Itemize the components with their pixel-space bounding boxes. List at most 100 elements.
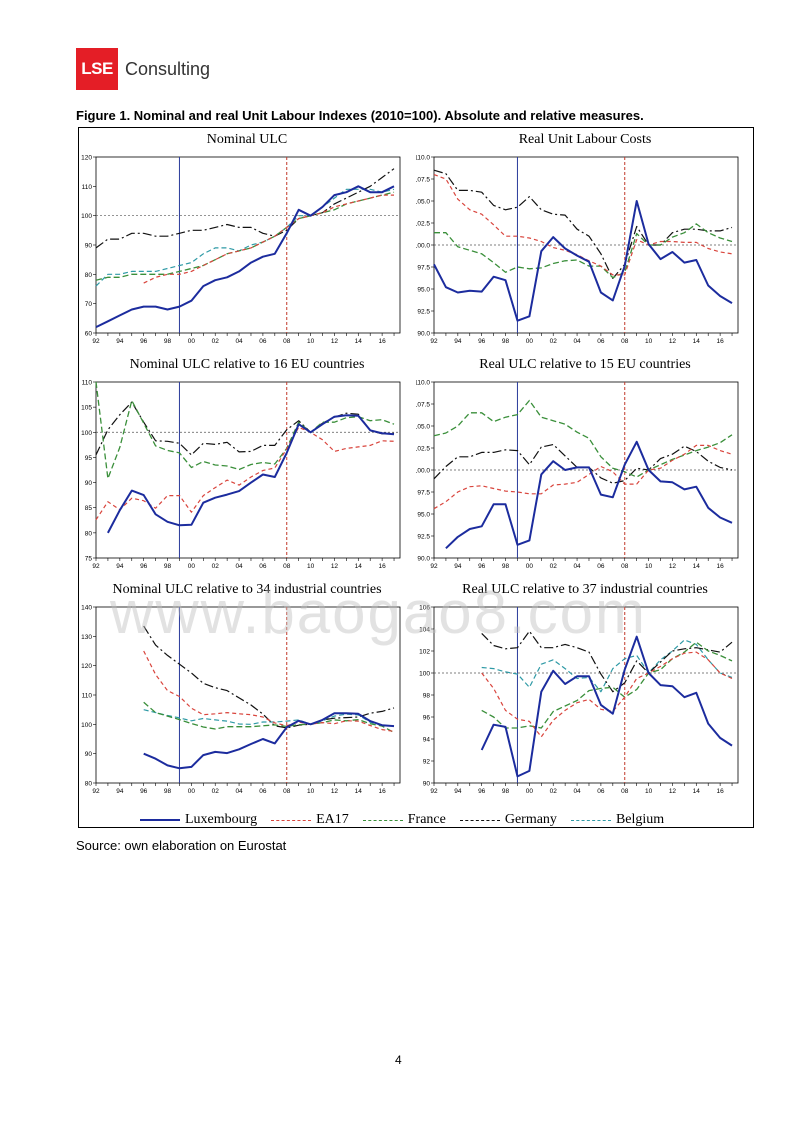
y-tick-label: 92.5	[417, 534, 430, 541]
y-tick-label: 105.0	[416, 424, 430, 431]
legend-label-france: France	[407, 812, 446, 827]
y-tick-label: 90	[85, 243, 93, 250]
series-line-germany	[95, 401, 395, 456]
x-tick-label: 10	[645, 788, 653, 795]
series-line-germany	[95, 168, 395, 249]
x-tick-label: 00	[526, 563, 534, 570]
x-tick-label: 14	[693, 563, 701, 570]
legend-swatch-luxembourg	[140, 819, 180, 821]
legend-swatch-belgium	[570, 819, 611, 821]
x-tick-label: 94	[116, 563, 124, 570]
chart-title: Real ULC relative to 37 industrial count…	[462, 582, 708, 597]
x-tick-label: 08	[283, 788, 291, 795]
x-tick-label: 98	[502, 338, 510, 345]
x-tick-label: 00	[526, 338, 534, 345]
y-tick-label: 96	[423, 715, 431, 722]
series-line-germany	[481, 630, 733, 693]
x-tick-label: 10	[307, 788, 315, 795]
y-tick-label: 110.0	[416, 155, 430, 162]
legend-item-france: France	[362, 812, 446, 828]
chart-svg: Real Unit Labour Costs 90.0 92.5 95.0 97.5 10…	[414, 132, 739, 345]
y-tick-label: 105	[81, 405, 92, 412]
y-tick-label: 80	[85, 530, 93, 537]
series-line-luxembourg	[143, 712, 395, 770]
x-tick-label: 04	[235, 338, 243, 345]
x-tick-label: 96	[140, 788, 148, 795]
chart-panel-5: Nominal ULC relative to 34 industrial co…	[78, 577, 416, 802]
x-tick-label: 14	[355, 788, 363, 795]
y-tick-label: 80	[85, 781, 93, 788]
legend-label-luxembourg: Luxembourg	[185, 812, 258, 827]
x-tick-label: 92	[92, 338, 100, 345]
x-tick-label: 04	[573, 338, 581, 345]
x-tick-label: 14	[693, 788, 701, 795]
x-tick-label: 02	[212, 788, 220, 795]
y-tick-label: 120	[81, 663, 92, 670]
x-tick-label: 92	[430, 788, 438, 795]
plot-frame	[95, 606, 401, 784]
x-tick-label: 96	[478, 788, 486, 795]
y-tick-label: 130	[81, 634, 92, 641]
legend-item-belgium: Belgium	[570, 812, 664, 828]
series-line-france	[434, 223, 733, 279]
series-line-france	[481, 641, 733, 729]
x-tick-label: 04	[235, 563, 243, 570]
x-tick-label: 00	[188, 563, 196, 570]
y-tick-label: 95.0	[417, 512, 430, 519]
y-tick-label: 97.5	[417, 490, 430, 497]
y-tick-label: 110	[82, 184, 93, 191]
series-line-ea17	[481, 651, 733, 738]
y-tick-label: 90.0	[417, 556, 430, 563]
x-tick-label: 16	[717, 338, 725, 345]
y-tick-label: 90	[85, 751, 93, 758]
x-tick-label: 16	[717, 788, 725, 795]
x-tick-label: 04	[573, 788, 581, 795]
y-tick-label: 102.5	[416, 221, 430, 228]
chart-svg: Nominal ULC relative to 16 EU countries 7…	[81, 357, 401, 570]
y-tick-label: 97.5	[417, 265, 430, 272]
x-tick-label: 06	[597, 563, 605, 570]
x-tick-label: 16	[717, 563, 725, 570]
x-tick-label: 12	[331, 788, 339, 795]
y-tick-label: 140	[81, 605, 92, 612]
y-tick-label: 80	[85, 272, 93, 279]
chart-svg: Nominal ULC 60 70 80 90 100 110 120 92 94 96 98 00 02…	[81, 132, 401, 345]
y-tick-label: 95.0	[417, 287, 430, 294]
legend-label-ea17: EA17	[316, 812, 349, 827]
x-tick-label: 06	[259, 788, 267, 795]
series-line-luxembourg	[445, 440, 733, 550]
x-tick-label: 96	[478, 563, 486, 570]
x-tick-label: 00	[526, 788, 534, 795]
x-tick-label: 12	[331, 563, 339, 570]
series-line-france	[95, 381, 395, 480]
figure-title: Figure 1. Nominal and real Unit Labour I…	[76, 108, 644, 123]
y-tick-label: 104	[419, 627, 430, 634]
chart-title: Real ULC relative to 15 EU countries	[479, 357, 691, 372]
chart-title: Nominal ULC relative to 16 EU countries	[130, 357, 365, 372]
series-line-germany	[143, 625, 395, 729]
x-tick-label: 10	[645, 338, 653, 345]
x-tick-label: 02	[212, 338, 220, 345]
chart-svg: Real ULC relative to 37 industrial count…	[419, 582, 739, 795]
legend-swatch-ea17	[271, 819, 312, 821]
legend-swatch-france	[362, 819, 403, 821]
y-tick-label: 95	[85, 455, 93, 462]
plot-frame	[95, 381, 401, 559]
x-tick-label: 94	[116, 338, 124, 345]
x-tick-label: 92	[92, 788, 100, 795]
x-tick-label: 16	[379, 563, 387, 570]
x-tick-label: 94	[454, 563, 462, 570]
y-tick-label: 90	[423, 781, 431, 788]
page-number: 4	[395, 1053, 402, 1067]
chart-title: Nominal ULC relative to 34 industrial co…	[112, 582, 381, 597]
figure-frame	[78, 127, 754, 828]
x-tick-label: 06	[259, 338, 267, 345]
x-tick-label: 10	[645, 563, 653, 570]
series-line-belgium	[143, 709, 395, 727]
series-line-france	[143, 701, 395, 734]
y-tick-label: 98	[423, 693, 431, 700]
chart-title: Real Unit Labour Costs	[519, 132, 652, 147]
x-tick-label: 96	[140, 563, 148, 570]
x-tick-label: 10	[307, 338, 315, 345]
y-tick-label: 90	[85, 480, 93, 487]
